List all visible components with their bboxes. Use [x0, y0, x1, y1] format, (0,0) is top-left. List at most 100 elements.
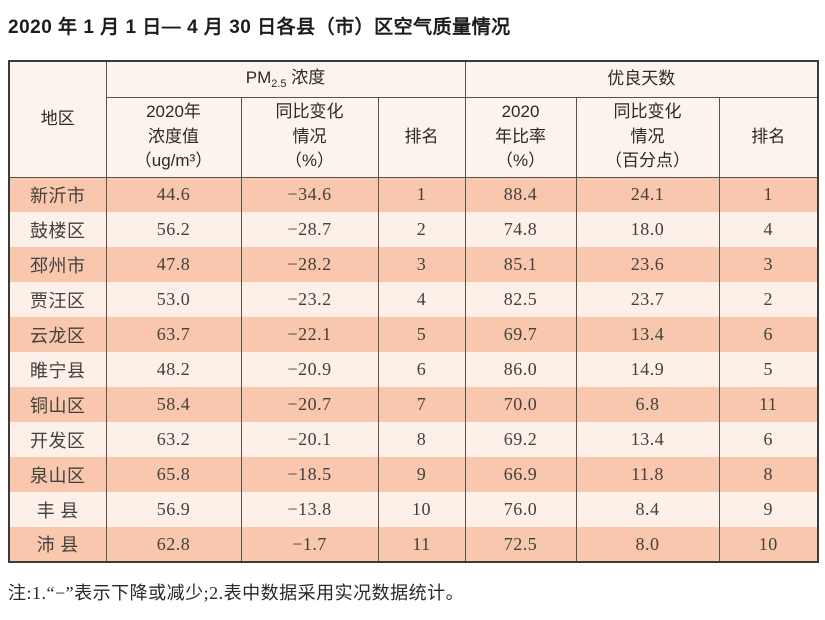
- cell-region: 鼓楼区: [8, 212, 107, 247]
- cell-pm-value: 53.0: [105, 282, 242, 317]
- header-pm-value: 2020年 浓度值 （ug/m³）: [105, 96, 242, 178]
- cell-days-rate: 85.1: [464, 247, 577, 282]
- cell-days-change: 24.1: [575, 177, 720, 212]
- cell-days-rank: 9: [718, 492, 819, 527]
- table-row: 泉山区 65.8 −18.5 9 66.9 11.8 8: [8, 457, 819, 492]
- header-pm25-group: PM2.5 浓度: [105, 60, 466, 98]
- cell-days-rank: 6: [718, 422, 819, 457]
- cell-pm-rank: 6: [377, 352, 466, 387]
- cell-pm-rank: 5: [377, 317, 466, 352]
- cell-days-change: 23.7: [575, 282, 720, 317]
- header-days-rate: 2020 年比率 （%）: [464, 96, 577, 178]
- header-pm-rank: 排名: [377, 96, 466, 178]
- table-row: 丰 县 56.9 −13.8 10 76.0 8.4 9: [8, 492, 819, 527]
- cell-pm-change: −1.7: [240, 527, 379, 562]
- cell-pm-change: −34.6: [240, 177, 379, 212]
- cell-pm-value: 56.2: [105, 212, 242, 247]
- cell-days-change: 13.4: [575, 317, 720, 352]
- cell-days-rank: 3: [718, 247, 819, 282]
- cell-pm-value: 44.6: [105, 177, 242, 212]
- cell-days-change: 6.8: [575, 387, 720, 422]
- cell-days-rate: 69.2: [464, 422, 577, 457]
- sub-header-row: 2020年 浓度值 （ug/m³） 同比变化 情况 （%） 排名 2020 年比…: [9, 96, 819, 178]
- cell-region: 贾汪区: [8, 282, 107, 317]
- cell-days-rank: 10: [718, 527, 819, 562]
- cell-pm-change: −13.8: [240, 492, 379, 527]
- cell-days-rate: 76.0: [464, 492, 577, 527]
- cell-pm-rank: 1: [377, 177, 466, 212]
- cell-days-rank: 2: [718, 282, 819, 317]
- cell-days-change: 13.4: [575, 422, 720, 457]
- cell-pm-value: 63.2: [105, 422, 242, 457]
- group-header-row: 地区 PM2.5 浓度 优良天数: [8, 60, 819, 178]
- cell-days-change: 8.0: [575, 527, 720, 562]
- cell-region: 铜山区: [8, 387, 107, 422]
- cell-pm-change: −20.7: [240, 387, 379, 422]
- cell-pm-value: 47.8: [105, 247, 242, 282]
- cell-days-rate: 82.5: [464, 282, 577, 317]
- cell-days-rank: 8: [718, 457, 819, 492]
- table-row: 开发区 63.2 −20.1 8 69.2 13.4 6: [8, 422, 819, 457]
- cell-days-rank: 1: [718, 177, 819, 212]
- cell-days-rate: 72.5: [464, 527, 577, 562]
- cell-pm-rank: 2: [377, 212, 466, 247]
- cell-pm-change: −23.2: [240, 282, 379, 317]
- cell-region: 新沂市: [8, 177, 107, 212]
- cell-pm-change: −20.9: [240, 352, 379, 387]
- table-body: 新沂市 44.6 −34.6 1 88.4 24.1 1 鼓楼区 56.2 −28.7 2 74.8 1…: [8, 177, 819, 562]
- cell-region: 泉山区: [8, 457, 107, 492]
- cell-pm-rank: 3: [377, 247, 466, 282]
- cell-region: 开发区: [8, 422, 107, 457]
- cell-days-rank: 11: [718, 387, 819, 422]
- cell-pm-rank: 4: [377, 282, 466, 317]
- pm25-subscript: 2.5: [271, 77, 287, 90]
- cell-days-change: 18.0: [575, 212, 720, 247]
- header-days-change: 同比变化 情况 （百分点）: [575, 96, 720, 178]
- cell-days-rate: 88.4: [464, 177, 577, 212]
- cell-pm-rank: 11: [377, 527, 466, 562]
- table-row: 邳州市 47.8 −28.2 3 85.1 23.6 3: [8, 247, 819, 282]
- cell-pm-value: 62.8: [105, 527, 242, 562]
- cell-pm-value: 58.4: [105, 387, 242, 422]
- cell-days-change: 14.9: [575, 352, 720, 387]
- cell-days-rate: 74.8: [464, 212, 577, 247]
- table-row: 沛 县 62.8 −1.7 11 72.5 8.0 10: [8, 527, 819, 562]
- cell-pm-value: 65.8: [105, 457, 242, 492]
- cell-region: 睢宁县: [8, 352, 107, 387]
- cell-region: 云龙区: [8, 317, 107, 352]
- cell-days-rate: 70.0: [464, 387, 577, 422]
- air-quality-table: 地区 PM2.5 浓度 优良天数 2020年 浓度值 （ug/m³） 同比变化 …: [8, 60, 820, 563]
- cell-pm-change: −28.2: [240, 247, 379, 282]
- table-row: 新沂市 44.6 −34.6 1 88.4 24.1 1: [8, 177, 819, 212]
- cell-pm-value: 48.2: [105, 352, 242, 387]
- cell-days-rank: 4: [718, 212, 819, 247]
- table-row: 铜山区 58.4 −20.7 7 70.0 6.8 11: [8, 387, 819, 422]
- footnote: 注:1.“−”表示下降或减少;2.表中数据采用实况数据统计。: [8, 583, 465, 603]
- cell-pm-change: −28.7: [240, 212, 379, 247]
- cell-days-change: 23.6: [575, 247, 720, 282]
- cell-days-rank: 6: [718, 317, 819, 352]
- cell-pm-rank: 10: [377, 492, 466, 527]
- page-title: 2020 年 1 月 1 日— 4 月 30 日各县（市）区空气质量情况: [8, 17, 511, 38]
- header-days-rank: 排名: [718, 96, 819, 178]
- table-row: 云龙区 63.7 −22.1 5 69.7 13.4 6: [8, 317, 819, 352]
- cell-days-rate: 66.9: [464, 457, 577, 492]
- cell-pm-change: −18.5: [240, 457, 379, 492]
- cell-days-change: 11.8: [575, 457, 720, 492]
- cell-pm-change: −22.1: [240, 317, 379, 352]
- table-row: 睢宁县 48.2 −20.9 6 86.0 14.9 5: [8, 352, 819, 387]
- cell-region: 沛 县: [8, 527, 107, 562]
- cell-region: 丰 县: [8, 492, 107, 527]
- cell-pm-rank: 9: [377, 457, 466, 492]
- cell-days-rank: 5: [718, 352, 819, 387]
- cell-pm-value: 56.9: [105, 492, 242, 527]
- table-row: 鼓楼区 56.2 −28.7 2 74.8 18.0 4: [8, 212, 819, 247]
- cell-pm-value: 63.7: [105, 317, 242, 352]
- cell-days-change: 8.4: [575, 492, 720, 527]
- table-header: 地区 PM2.5 浓度 优良天数 2020年 浓度值 （ug/m³） 同比变化 …: [8, 60, 819, 178]
- cell-days-rate: 69.7: [464, 317, 577, 352]
- cell-days-rate: 86.0: [464, 352, 577, 387]
- header-good-days-group: 优良天数: [464, 60, 819, 98]
- cell-pm-rank: 8: [377, 422, 466, 457]
